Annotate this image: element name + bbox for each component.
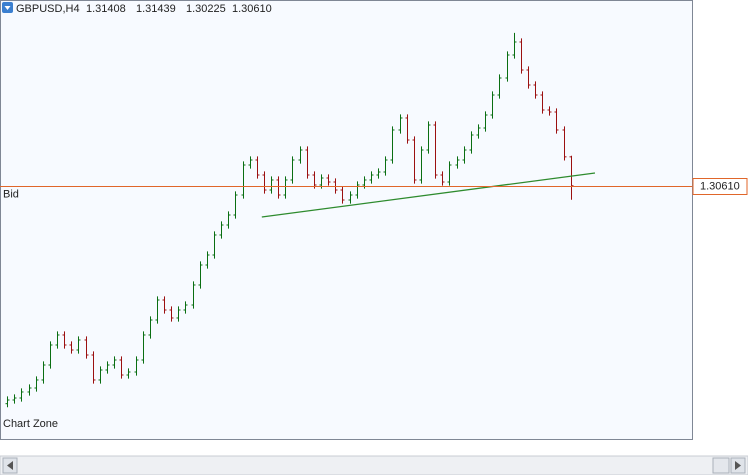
header-close: 1.30610 — [232, 3, 272, 15]
scroll-right-arrow — [735, 461, 741, 470]
plot-area — [0, 0, 693, 440]
scrollbar[interactable] — [0, 455, 748, 475]
bid-price-box — [692, 178, 748, 195]
header-open: 1.31408 — [86, 3, 126, 15]
symbol-icon-arrow — [4, 6, 11, 10]
bid-price-label: 1.30610 — [700, 180, 740, 192]
trend-line — [261, 172, 596, 218]
scroll-thumb[interactable] — [712, 457, 730, 474]
chart-zone-label: Chart Zone — [3, 418, 58, 430]
bid-label: Bid — [3, 188, 19, 200]
header-high: 1.31439 — [136, 3, 176, 15]
header-low: 1.30225 — [186, 3, 226, 15]
scroll-left-arrow — [7, 461, 13, 470]
symbol-title: GBPUSD,H4 — [16, 3, 80, 15]
